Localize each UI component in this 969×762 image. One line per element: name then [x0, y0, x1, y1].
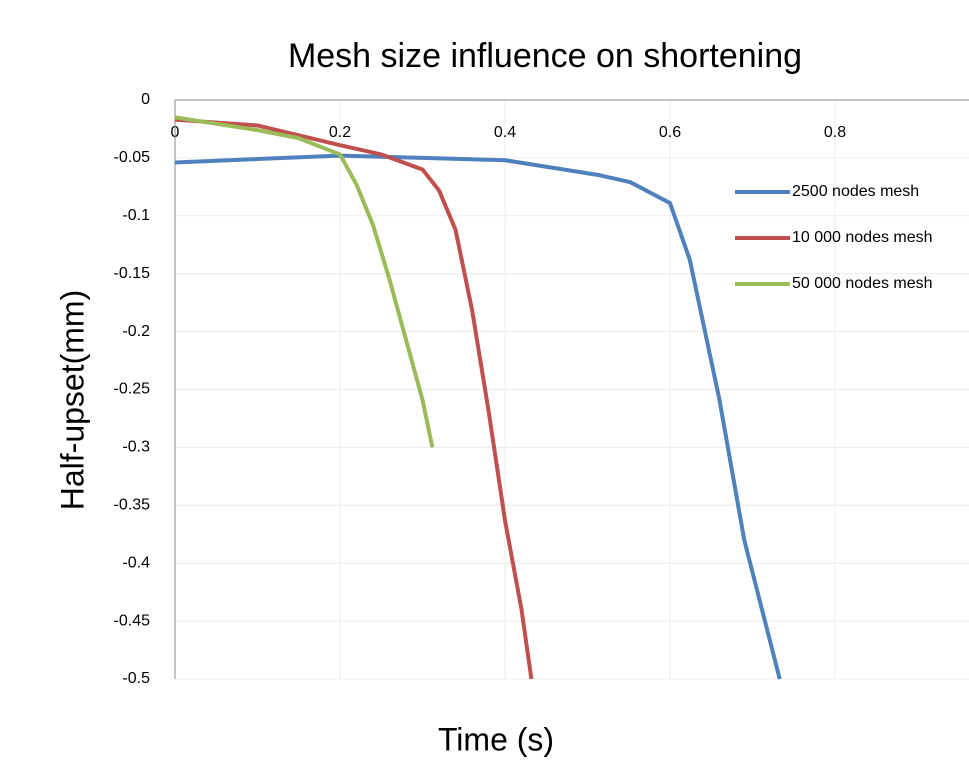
- x-tick-label: 0.2: [329, 124, 351, 141]
- y-tick-label: -0.4: [122, 554, 150, 571]
- line-series: [174, 153, 782, 680]
- y-tick-label: -0.05: [114, 149, 151, 166]
- x-tick-label: 0.6: [659, 124, 681, 141]
- y-tick-label: 0: [141, 91, 150, 108]
- y-tick-label: -0.35: [114, 497, 151, 514]
- legend-label: 2500 nodes mesh: [792, 183, 919, 200]
- y-axis-label: Half-upset(mm): [54, 290, 90, 510]
- legend-label: 10 000 nodes mesh: [792, 229, 933, 246]
- chart-title: Mesh size influence on shortening: [288, 37, 802, 75]
- line-series: [174, 115, 435, 448]
- y-tick-label: -0.2: [122, 323, 150, 340]
- legend-label: 50 000 nodes mesh: [792, 275, 933, 292]
- y-tick-label: -0.15: [114, 265, 151, 282]
- y-tick-label: -0.1: [122, 207, 150, 224]
- y-tick-label: -0.5: [122, 670, 150, 687]
- x-tick-label: 0.8: [824, 124, 846, 141]
- line-series: [174, 117, 534, 680]
- x-axis-label: Time (s): [438, 721, 554, 757]
- y-tick-label: -0.45: [114, 612, 151, 629]
- y-tick-label: -0.25: [114, 381, 151, 398]
- y-tick-label: -0.3: [122, 439, 150, 456]
- x-tick-label: 0.4: [494, 124, 516, 141]
